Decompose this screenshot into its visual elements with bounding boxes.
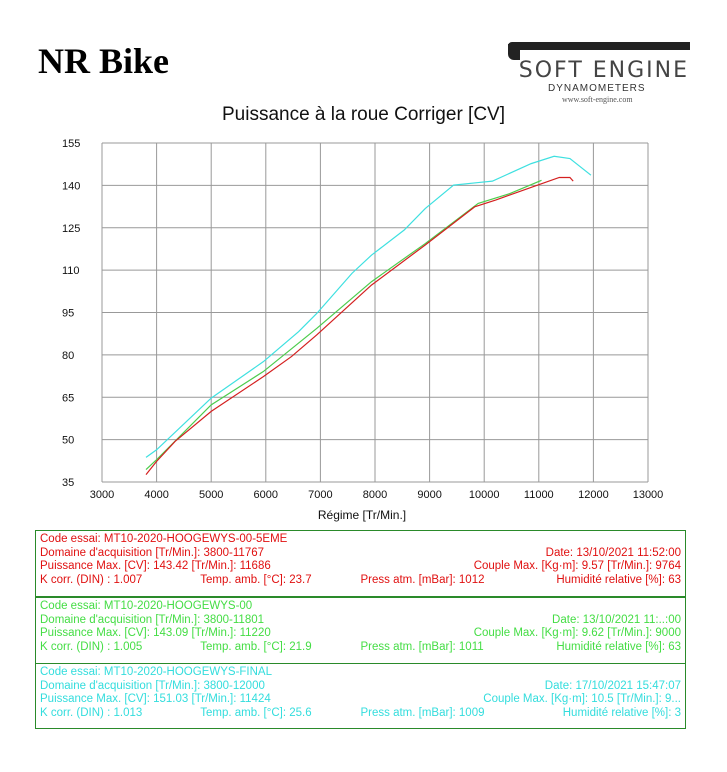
atm-pressure: Press atm. [mBar]: 1009 (360, 706, 485, 719)
x-tick-label: 8000 (363, 489, 387, 501)
x-tick-label: 10000 (469, 489, 500, 501)
y-tick-label: 35 (62, 477, 74, 489)
max-torque: Couple Max. [Kg·m]: 9.62 [Tr/Min.]: 9000 (473, 627, 681, 639)
ambient-temp: Temp. amb. [°C]: 25.6 (200, 706, 312, 719)
x-tick-label: 13000 (633, 489, 664, 501)
x-tick-label: 9000 (417, 489, 441, 501)
test-info-box: Code essai: MT10-2020-HOOGEWYS-00 Domain… (35, 597, 686, 664)
y-tick-label: 95 (62, 308, 74, 320)
power-curve-1 (145, 179, 542, 471)
test-info-box: Code essai: MT10-2020-HOOGEWYS-00-5EME D… (35, 530, 686, 597)
power-curve-0 (145, 155, 592, 458)
test-code: Code essai: MT10-2020-HOOGEWYS-00-5EME (40, 533, 288, 545)
test-date: Date: 17/10/2021 15:47:07 (544, 679, 681, 692)
test-date: Date: 13/10/2021 11:..:00 (552, 613, 681, 626)
acquisition-range: Domaine d'acquisition [Tr/Min.]: 3800-11… (40, 613, 265, 626)
ambient-temp: Temp. amb. [°C]: 23.7 (200, 573, 312, 586)
humidity: Humidité relative [%]: 63 (556, 640, 681, 653)
x-tick-label: 7000 (308, 489, 332, 501)
soft-engine-logo: SOFT ENGINE DYNAMOMETERS www.soft-engine… (500, 38, 695, 104)
y-tick-label: 80 (62, 350, 74, 362)
x-axis-label: Régime [Tr/Min.] (318, 508, 406, 522)
max-torque: Couple Max. [Kg·m]: 9.57 [Tr/Min.]: 9764 (473, 560, 681, 572)
atm-pressure: Press atm. [mBar]: 1012 (360, 573, 485, 586)
x-tick-label: 4000 (144, 489, 168, 501)
k-corr: K corr. (DIN) : 1.007 (40, 573, 143, 586)
power-chart: 3000 4000 5000 6000 7000 8000 9000 10000 11000 12… (62, 138, 664, 522)
acquisition-range: Domaine d'acquisition [Tr/Min.]: 3800-12… (40, 679, 265, 692)
x-tick-label: 6000 (254, 489, 278, 501)
humidity: Humidité relative [%]: 3 (562, 706, 681, 719)
max-power: Puissance Max. [CV]: 151.03 [Tr/Min.]: 1… (40, 693, 271, 705)
humidity: Humidité relative [%]: 63 (556, 573, 681, 586)
test-date: Date: 13/10/2021 11:52:00 (545, 546, 681, 559)
y-tick-label: 140 (62, 180, 80, 192)
x-tick-label: 3000 (90, 489, 114, 501)
test-code: Code essai: MT10-2020-HOOGEWYS-00 (40, 600, 253, 612)
brand-title: NR Bike (38, 41, 170, 81)
k-corr: K corr. (DIN) : 1.013 (40, 706, 143, 719)
x-tick-label: 5000 (199, 489, 223, 501)
x-tick-label: 12000 (578, 489, 609, 501)
k-corr: K corr. (DIN) : 1.005 (40, 640, 143, 653)
acquisition-range: Domaine d'acquisition [Tr/Min.]: 3800-11… (40, 546, 265, 559)
y-tick-label: 125 (62, 223, 80, 235)
chart-title: Puissance à la roue Corriger [CV] (221, 104, 505, 125)
y-tick-label: 155 (62, 138, 80, 150)
y-tick-label: 50 (62, 435, 74, 447)
y-tick-label: 65 (62, 392, 74, 404)
max-power: Puissance Max. [CV]: 143.09 [Tr/Min.]: 1… (40, 627, 271, 639)
power-curve-2 (145, 176, 574, 476)
test-code: Code essai: MT10-2020-HOOGEWYS-FINAL (40, 666, 272, 678)
y-tick-label: 110 (62, 265, 80, 277)
test-info-box: Code essai: MT10-2020-HOOGEWYS-FINAL Dom… (35, 663, 686, 729)
max-power: Puissance Max. [CV]: 143.42 [Tr/Min.]: 1… (40, 560, 271, 572)
ambient-temp: Temp. amb. [°C]: 21.9 (200, 640, 312, 653)
x-tick-label: 11000 (524, 489, 554, 501)
atm-pressure: Press atm. [mBar]: 1011 (360, 640, 484, 653)
max-torque: Couple Max. [Kg·m]: 10.5 [Tr/Min.]: 9... (483, 693, 681, 705)
